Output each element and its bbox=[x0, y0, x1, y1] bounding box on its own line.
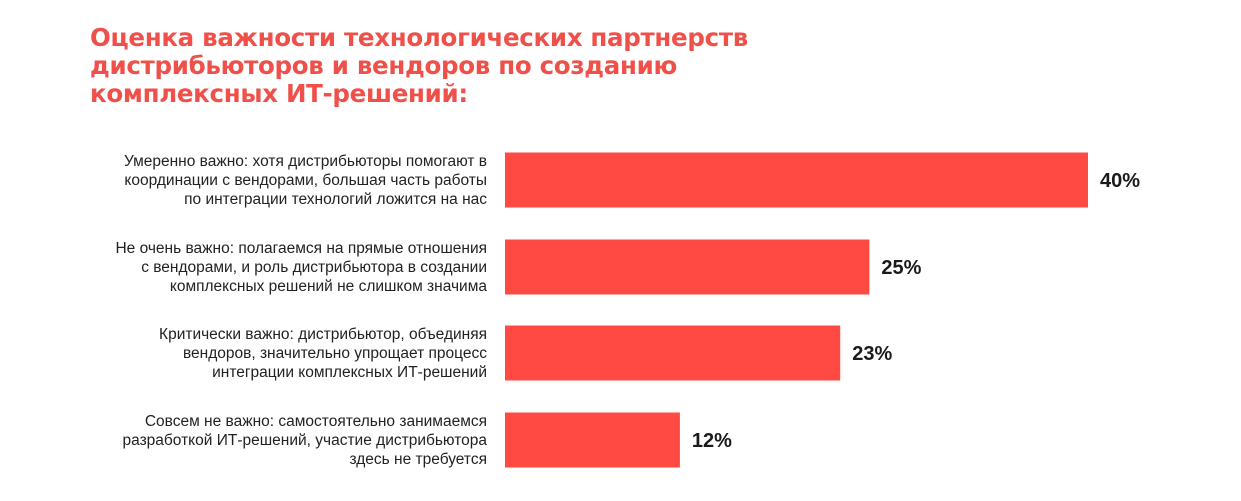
category-label-line: Критически важно: дистрибьютор, объединя… bbox=[159, 325, 487, 343]
category-label-line: Умеренно важно: хотя дистрибьюторы помог… bbox=[123, 152, 487, 170]
bar bbox=[505, 412, 680, 468]
category-label-line: координации с вендорами, большая часть р… bbox=[124, 171, 487, 189]
value-label: 23% bbox=[852, 343, 892, 365]
category-label-line: комплексных решений не слишком значима bbox=[169, 277, 487, 295]
chart-title-line: комплексных ИТ-решений: bbox=[90, 79, 468, 108]
category-label-line: по интеграции технологий ложится на нас bbox=[184, 190, 487, 208]
value-label: 40% bbox=[1100, 170, 1140, 192]
bar bbox=[505, 239, 870, 295]
category-label: Совсем не важно: самостоятельно занимаем… bbox=[67, 412, 488, 469]
chart-title-line: Оценка важности технологических партнерс… bbox=[90, 23, 748, 52]
value-label: 12% bbox=[692, 430, 732, 452]
category-label-line: здесь не требуется bbox=[349, 450, 487, 468]
value-label: 25% bbox=[881, 257, 921, 279]
bar bbox=[505, 152, 1088, 208]
category-label-line: интеграции комплексных ИТ-решений bbox=[212, 363, 487, 381]
category-label: Умеренно важно: хотя дистрибьюторы помог… bbox=[67, 152, 487, 209]
category-label: Критически важно: дистрибьютор, объединя… bbox=[67, 325, 487, 382]
category-label-line: разработкой ИТ-решений, участие дистрибь… bbox=[122, 431, 488, 449]
chart-title-line: дистрибьюторов и вендоров по созданию bbox=[90, 51, 678, 80]
bar bbox=[505, 325, 841, 381]
category-label-line: Не очень важно: полагаемся на прямые отн… bbox=[115, 239, 487, 257]
category-label-line: вендоров, значительно упрощает процесс bbox=[182, 344, 487, 362]
category-label: Не очень важно: полагаемся на прямые отн… bbox=[67, 239, 487, 296]
category-label-line: с вендорами, и роль дистрибьютора в созд… bbox=[141, 258, 487, 276]
chart-title: Оценка важности технологических партнерс… bbox=[90, 24, 790, 108]
category-label-line: Совсем не важно: самостоятельно занимаем… bbox=[144, 412, 487, 430]
